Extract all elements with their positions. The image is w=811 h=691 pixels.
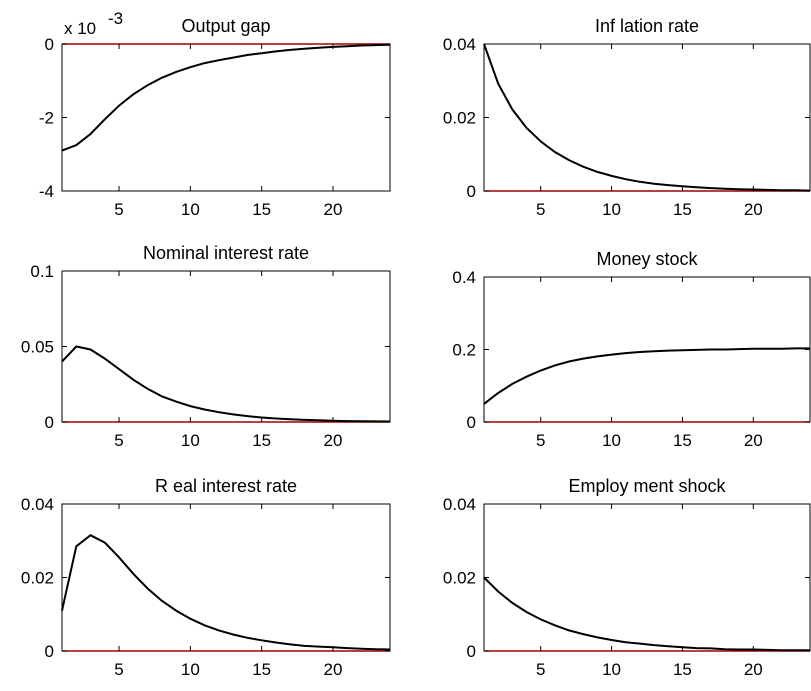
chart-title: R eal interest rate: [155, 476, 297, 496]
x-tick-label: 10: [181, 200, 200, 219]
x-tick-label: 15: [252, 431, 271, 450]
chart-title: Money stock: [596, 249, 698, 269]
x-tick-label: 5: [114, 431, 123, 450]
x-tick-label: 15: [252, 200, 271, 219]
x-tick-label: 5: [536, 200, 545, 219]
x-tick-label: 10: [602, 200, 621, 219]
y-tick-label: 0: [467, 642, 476, 661]
x-tick-label: 15: [673, 200, 692, 219]
y-tick-label: -4: [39, 182, 54, 201]
y-tick-label: 0.1: [30, 262, 54, 281]
axes-frame: [483, 43, 811, 192]
x-tick-label: 20: [323, 200, 342, 219]
y-tick-label: 0.2: [452, 341, 476, 360]
x-tick-label: 10: [602, 660, 621, 679]
series-line: [483, 576, 810, 652]
x-tick-label: 15: [252, 660, 271, 679]
x-tick-label: 10: [181, 431, 200, 450]
y-tick-label: 0.04: [443, 495, 476, 514]
series-line: [61, 534, 391, 651]
x-tick-label: 20: [744, 200, 763, 219]
y-tick-label: 0.4: [452, 268, 476, 287]
series-line: [483, 43, 811, 192]
y-tick-label: 0: [45, 642, 54, 661]
x-tick-label: 5: [114, 200, 123, 219]
chart-panel-5: 5 10 15 20 0 0.02 0.04 R eal interest rate: [21, 476, 391, 679]
exponent-power: -3: [108, 9, 123, 28]
chart-panel-1: 5 10 15 20 -4 -2 0 Output gap x 10 -3: [39, 9, 391, 219]
x-tick-label: 20: [744, 431, 763, 450]
chart-panel-6: 5 10 15 20 0 0.02 0.04 Employ ment shock: [443, 476, 811, 679]
y-tick-label: 0: [467, 182, 476, 201]
x-tick-label: 10: [181, 660, 200, 679]
x-tick-label: 5: [536, 660, 545, 679]
series-line: [61, 43, 391, 152]
chart-title: Employ ment shock: [568, 476, 726, 496]
x-tick-label: 20: [323, 660, 342, 679]
y-tick-label: 0.02: [443, 109, 476, 128]
x-tick-label: 15: [673, 660, 692, 679]
series-line: [61, 345, 391, 423]
chart-panel-2: 5 10 15 20 0 0.02 0.04 Inf lation rate: [443, 16, 811, 219]
axes-frame: [61, 43, 391, 192]
x-tick-label: 10: [602, 431, 621, 450]
axes-frame: [61, 270, 391, 423]
y-tick-label: 0.02: [21, 569, 54, 588]
x-tick-label: 15: [673, 431, 692, 450]
y-tick-label: -2: [39, 109, 54, 128]
x-tick-label: 20: [323, 431, 342, 450]
chart-title: Output gap: [181, 16, 270, 36]
y-tick-label: 0: [45, 413, 54, 432]
axes-frame: [483, 503, 811, 652]
series-line: [483, 347, 810, 405]
axes-frame: [61, 503, 391, 652]
chart-panel-4: 5 10 15 20 0 0.2 0.4 Money stock: [452, 249, 811, 450]
y-tick-label: 0.04: [21, 495, 54, 514]
y-tick-label: 0: [45, 35, 54, 54]
chart-title: Inf lation rate: [595, 16, 699, 36]
chart-title: Nominal interest rate: [143, 243, 309, 263]
x-tick-label: 5: [114, 660, 123, 679]
exponent-label: x 10: [64, 19, 96, 38]
x-tick-label: 20: [744, 660, 763, 679]
y-tick-label: 0.04: [443, 35, 476, 54]
y-tick-label: 0: [467, 413, 476, 432]
y-tick-label: 0.05: [21, 338, 54, 357]
chart-panel-3: 5 10 15 20 0 0.05 0.1 Nominal interest rate: [21, 243, 391, 450]
x-tick-label: 5: [536, 431, 545, 450]
y-tick-label: 0.02: [443, 569, 476, 588]
